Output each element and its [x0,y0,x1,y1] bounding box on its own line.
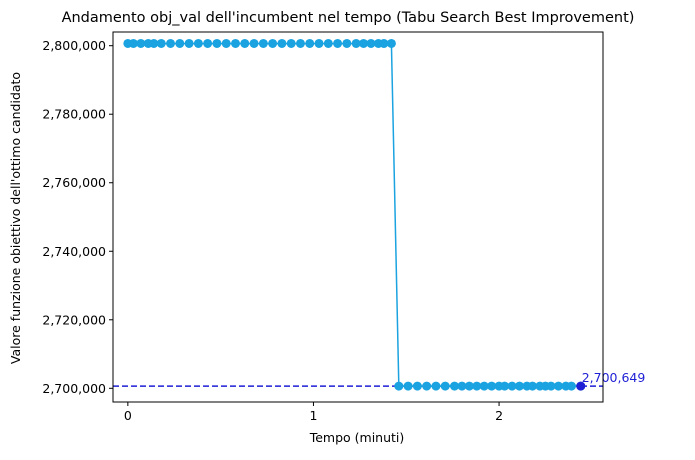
data-point [514,381,524,391]
data-point [323,38,333,48]
data-point [487,381,497,391]
data-point [184,38,194,48]
data-point [249,38,259,48]
y-tick-label: 2,740,000 [42,244,106,259]
data-point [166,38,176,48]
data-point [412,381,422,391]
data-point [268,38,278,48]
y-tick-label: 2,720,000 [42,312,106,327]
x-tick-label: 1 [309,408,317,423]
data-point [553,381,563,391]
data-point [203,38,213,48]
data-point [342,38,352,48]
final-value-annotation: 2,700,649 [582,370,646,385]
data-point [221,38,231,48]
data-point [359,38,369,48]
x-axis-label: Tempo (minuti) [309,430,405,445]
data-point [500,381,510,391]
x-axis: 0 1 2 [124,402,503,423]
y-tick-label: 2,700,000 [42,381,106,396]
data-point [128,38,138,48]
data-point [149,38,159,48]
data-point [422,381,432,391]
y-tick-label: 2,800,000 [42,38,106,53]
plot-area: 2,700,649 [113,38,646,391]
data-point [314,38,324,48]
data-point [351,38,361,48]
data-point [295,38,305,48]
data-point [175,38,185,48]
data-point [231,38,240,48]
plot-frame [112,31,604,403]
data-point [472,381,482,391]
data-point [440,381,450,391]
y-axis-label: Valore funzione obiettivo dell'ottimo ca… [8,72,23,364]
data-point [136,38,146,48]
data-point [431,381,441,391]
data-point [305,38,315,48]
data-point [479,381,489,391]
data-point [457,381,467,391]
data-point [403,381,413,391]
y-tick-label: 2,760,000 [42,175,106,190]
y-tick-label: 2,780,000 [42,107,106,122]
chart-title: Andamento obj_val dell'incumbent nel tem… [62,10,635,26]
x-tick-label: 0 [124,408,132,423]
data-point [286,38,296,48]
data-point [546,381,556,391]
data-point [156,38,166,48]
final-point [576,381,586,391]
x-tick-label: 2 [495,408,503,423]
data-point [464,381,474,391]
data-point [450,381,460,391]
data-point [212,38,222,48]
data-point [507,381,517,391]
data-point [386,38,396,48]
data-point [394,381,404,391]
data-point [527,381,537,391]
data-point [366,38,376,48]
data-point [566,381,576,391]
data-point [333,38,343,48]
data-point [277,38,287,48]
data-point [240,38,250,48]
data-point [258,38,268,48]
data-point [193,38,203,48]
y-axis: 2,700,000 2,720,000 2,740,000 2,760,000 2,78… [42,38,113,396]
data-point [379,38,389,48]
series-line [127,42,581,387]
